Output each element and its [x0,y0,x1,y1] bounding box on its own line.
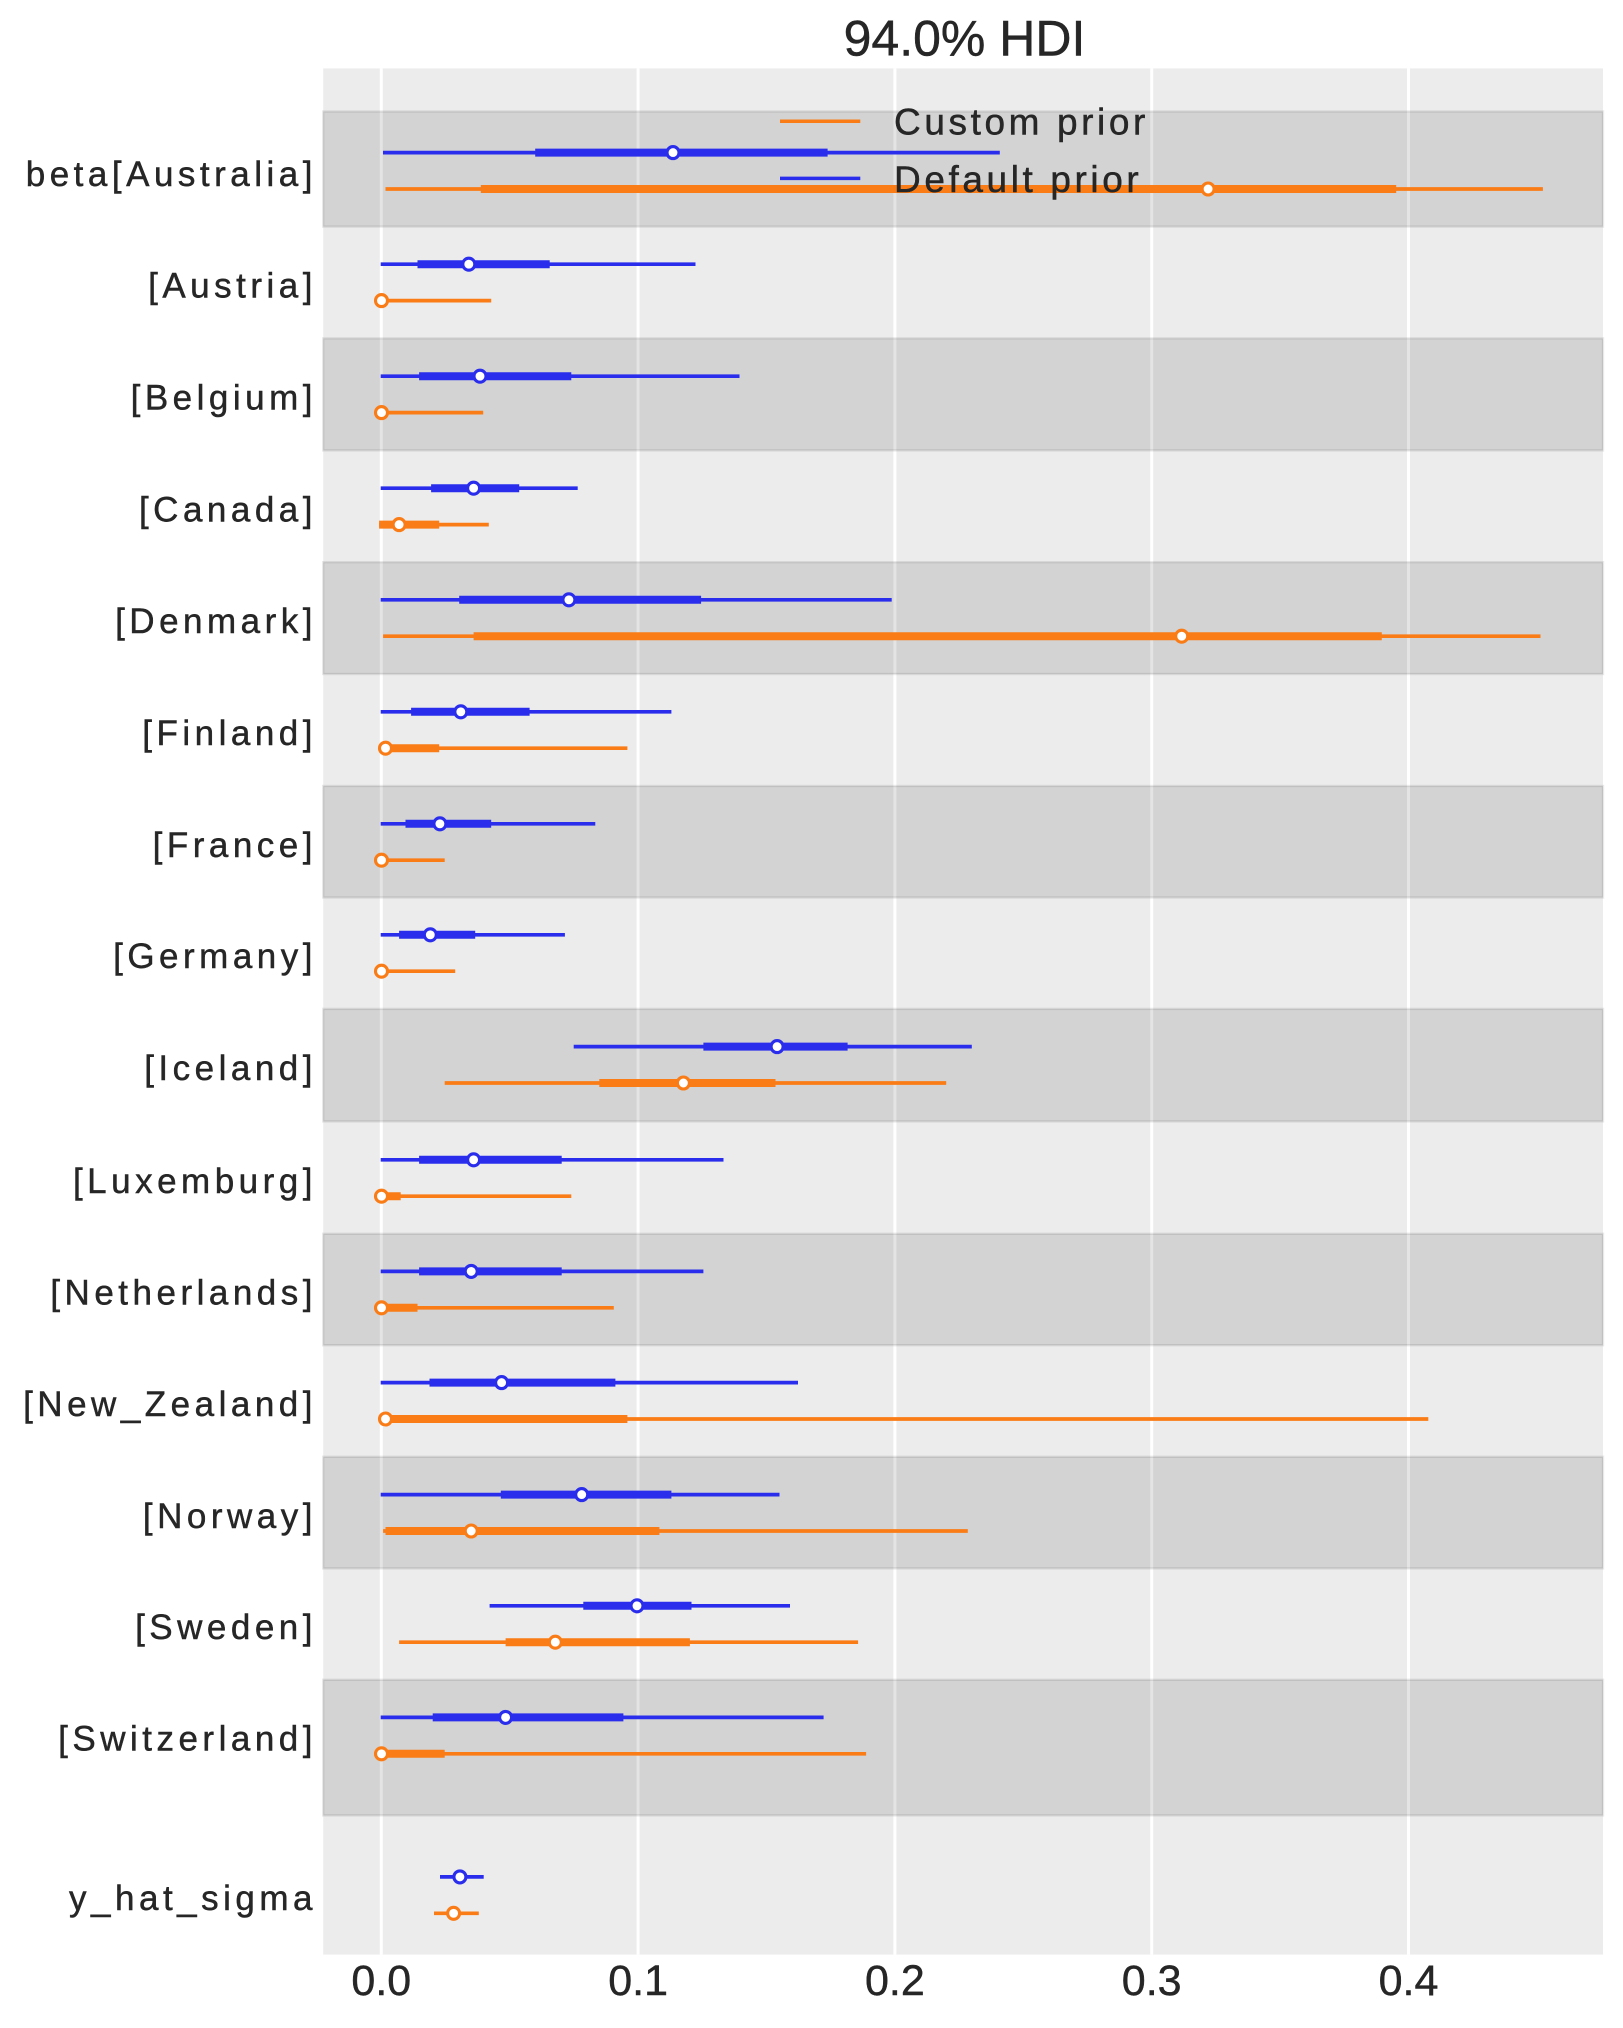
svg-text:y_hat_sigma: y_hat_sigma [69,1879,317,1918]
svg-text:0.3: 0.3 [1122,1957,1182,2005]
svg-text:[Finland]: [Finland] [142,714,317,753]
svg-text:[Switzerland]: [Switzerland] [58,1720,317,1759]
svg-text:[Austria]: [Austria] [148,266,317,305]
svg-text:beta[Australia]: beta[Australia] [26,155,317,194]
svg-text:[New_Zealand]: [New_Zealand] [23,1385,317,1424]
svg-text:0.1: 0.1 [608,1957,668,2005]
svg-text:Default prior: Default prior [894,159,1142,200]
svg-text:[Netherlands]: [Netherlands] [50,1274,317,1313]
svg-text:[France]: [France] [153,826,317,865]
svg-text:0.2: 0.2 [865,1957,925,2005]
svg-text:94.0% HDI: 94.0% HDI [844,11,1086,67]
svg-text:0.0: 0.0 [351,1957,411,2005]
svg-text:[Luxemburg]: [Luxemburg] [73,1162,317,1201]
svg-text:[Denmark]: [Denmark] [115,602,317,641]
svg-text:[Canada]: [Canada] [139,490,317,529]
svg-text:[Iceland]: [Iceland] [144,1049,317,1088]
svg-text:Custom prior: Custom prior [894,102,1149,143]
svg-text:[Norway]: [Norway] [143,1497,317,1536]
svg-text:0.4: 0.4 [1379,1957,1439,2005]
svg-text:[Belgium]: [Belgium] [131,378,317,417]
svg-text:[Sweden]: [Sweden] [135,1608,317,1647]
svg-text:[Germany]: [Germany] [113,937,317,976]
